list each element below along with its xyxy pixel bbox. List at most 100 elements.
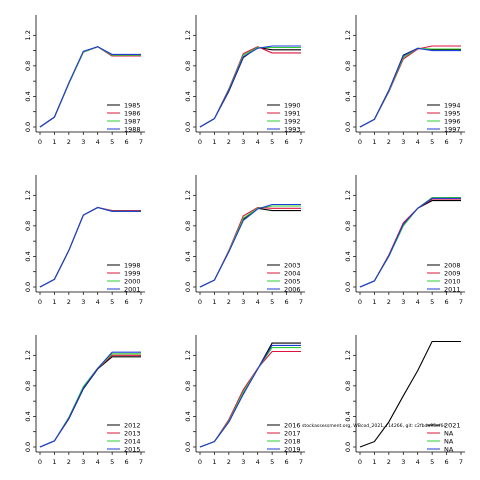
x-tick-label: 0 [198,458,202,466]
legend-label: 1994 [444,101,461,109]
x-tick-label: 6 [445,458,449,466]
x-tick-label: 6 [445,138,449,146]
legend-label: 2009 [444,269,461,277]
y-tick-label: 0.0 [344,282,352,292]
x-tick-label: 6 [445,298,449,306]
y-tick-label: 0.4 [184,411,192,421]
x-tick-label: 6 [285,298,289,306]
x-tick-label: 1 [212,298,216,306]
legend-label: 2017 [284,429,301,437]
y-tick-label: 0.0 [24,282,32,292]
x-tick-label: 0 [358,298,362,306]
y-tick-label: 1.2 [344,350,352,360]
x-tick-label: 6 [125,458,129,466]
x-tick-label: 2 [227,298,231,306]
y-tick-label: 0.8 [184,381,192,391]
y-tick-label: 0.0 [344,442,352,452]
series-line [39,351,141,448]
x-tick-label: 3 [241,138,245,146]
y-tick-label: 1.2 [344,190,352,200]
series-line [359,47,461,128]
y-tick-label: 0.0 [184,122,192,132]
y-tick-label: 1.2 [184,350,192,360]
x-tick-label: 1 [372,458,376,466]
x-tick-label: 5 [270,138,274,146]
x-tick-label: 0 [198,138,202,146]
x-tick-label: 3 [241,458,245,466]
x-tick-label: 3 [401,298,405,306]
legend-label: 1997 [444,125,461,133]
x-tick-label: 3 [81,298,85,306]
x-tick-label: 2 [387,298,391,306]
y-tick-label: 1.2 [184,190,192,200]
x-tick-label: 4 [96,298,100,306]
x-tick-label: 4 [96,458,100,466]
legend-label: 1993 [284,125,301,133]
x-tick-label: 5 [110,458,114,466]
legend-label: 2003 [284,261,301,269]
x-tick-label: 4 [416,138,420,146]
x-tick-label: 6 [285,138,289,146]
series-line [199,203,301,288]
legend-label: 1991 [284,109,301,117]
legend-label: 1990 [284,101,301,109]
legend-label: NA [444,437,454,445]
x-tick-label: 3 [241,298,245,306]
legend-label: 2008 [444,261,461,269]
x-tick-label: 0 [358,458,362,466]
x-tick-label: 5 [270,298,274,306]
x-tick-label: 5 [430,138,434,146]
y-tick-label: 0.4 [24,251,32,261]
legend-label: 1996 [444,117,461,125]
legend-label: 2001 [124,285,141,293]
x-tick-label: 7 [299,458,303,466]
legend-label: NA [444,445,454,453]
y-tick-label: 0.8 [24,221,32,231]
y-tick-label: 0.8 [184,61,192,71]
series-line [39,206,141,288]
legend-label: 2012 [124,421,141,429]
x-tick-label: 3 [81,138,85,146]
y-tick-label: 1.2 [24,190,32,200]
x-tick-label: 2 [227,458,231,466]
series-line [359,340,461,448]
y-tick-label: 0.8 [24,381,32,391]
x-tick-label: 1 [52,458,56,466]
x-tick-label: 2 [67,298,71,306]
x-tick-label: 7 [299,138,303,146]
x-tick-label: 7 [459,138,463,146]
x-tick-label: 1 [372,298,376,306]
x-tick-label: 1 [52,138,56,146]
series-line [39,46,141,128]
y-tick-label: 0.8 [344,381,352,391]
y-tick-label: 0.0 [24,122,32,132]
legend-label: 2000 [124,277,141,285]
x-tick-label: 2 [387,138,391,146]
legend-label: 2006 [284,285,301,293]
legend-label: 2019 [284,445,301,453]
legend-label: 2004 [284,269,301,277]
legend-label: 1995 [444,109,461,117]
x-tick-label: 0 [38,138,42,146]
y-tick-label: 1.2 [24,350,32,360]
legend-label: 2015 [124,445,141,453]
legend-label: 1992 [284,117,301,125]
x-tick-label: 3 [401,138,405,146]
y-tick-label: 0.4 [344,411,352,421]
y-tick-label: 1.2 [344,30,352,40]
y-tick-label: 0.4 [24,411,32,421]
legend-label: 2011 [444,285,461,293]
legend-label: 1999 [124,269,141,277]
y-tick-label: 0.4 [344,251,352,261]
legend-label: 1987 [124,117,141,125]
x-tick-label: 4 [256,458,260,466]
legend-label: 2018 [284,437,301,445]
